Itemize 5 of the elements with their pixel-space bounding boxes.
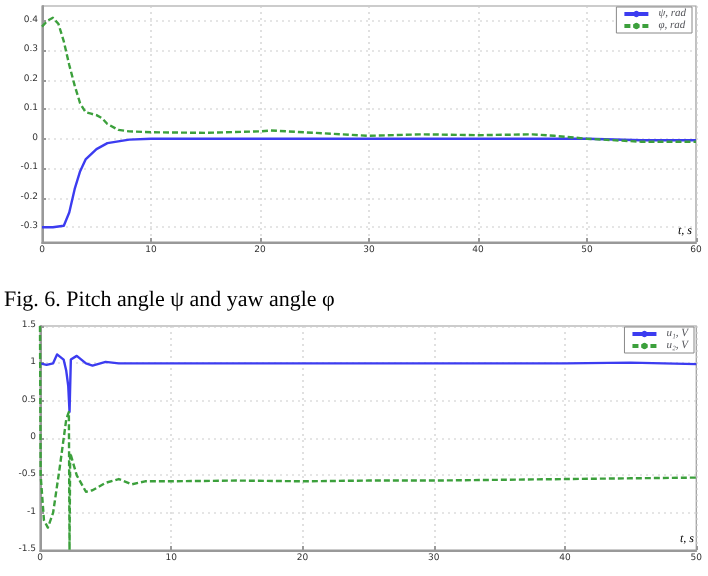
caption: Fig. 6. Pitch angle ψ and yaw angle φ [4,288,335,312]
line-series [38,324,698,552]
line-series [38,353,698,414]
line-series [40,137,698,229]
line-series [40,16,698,143]
